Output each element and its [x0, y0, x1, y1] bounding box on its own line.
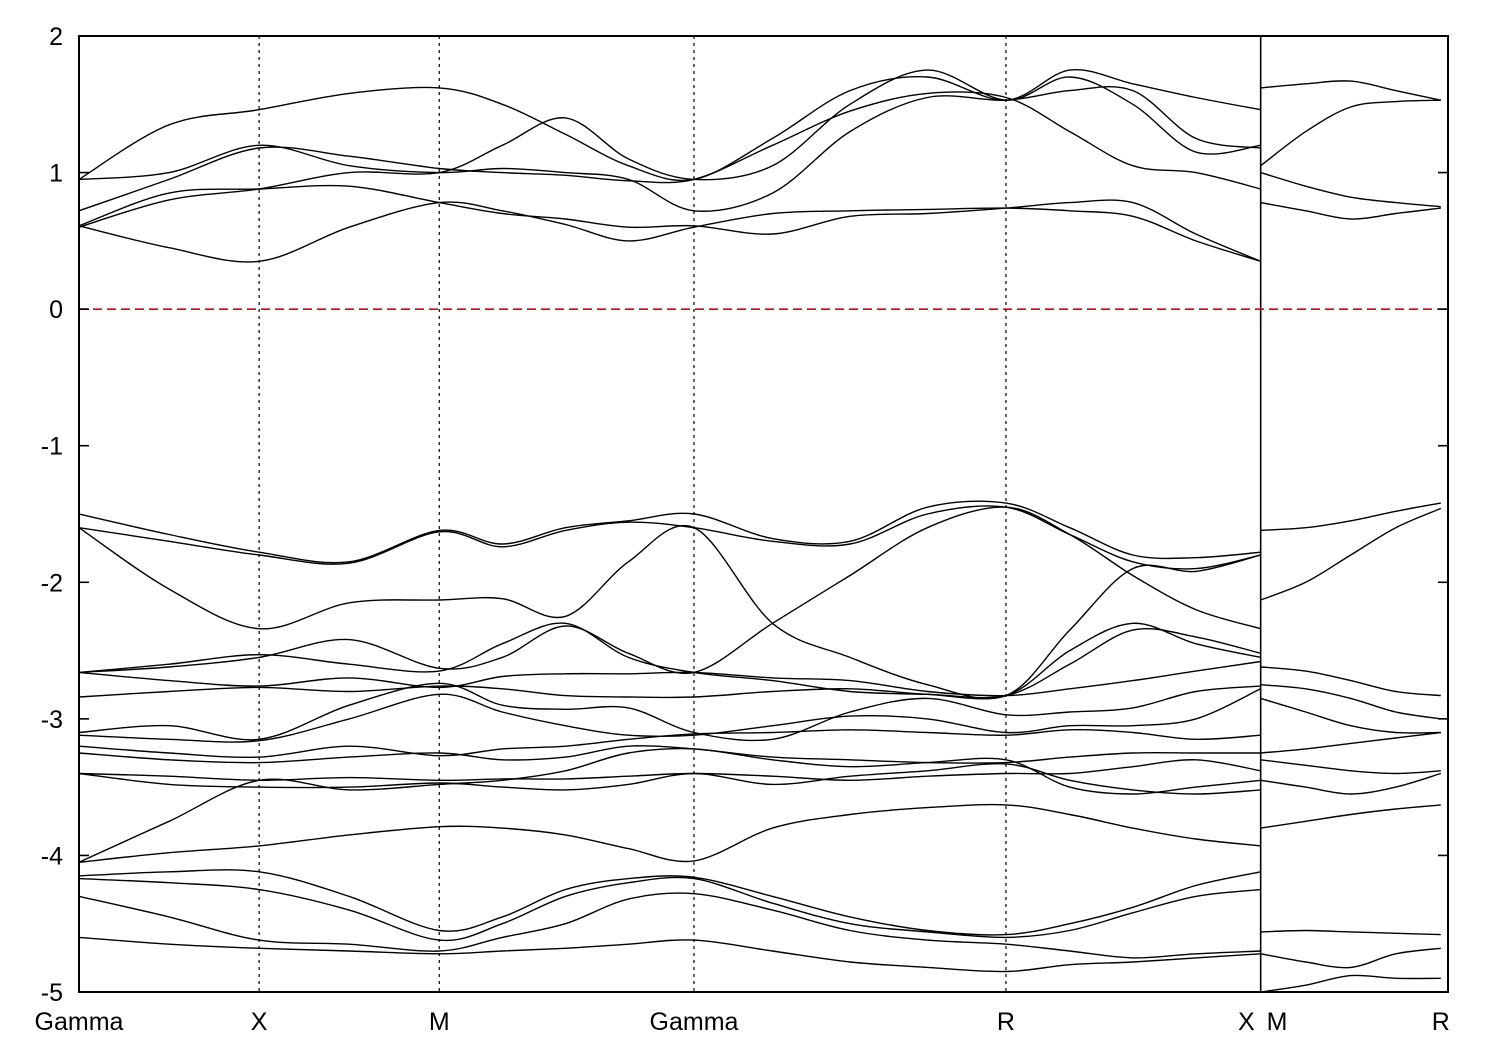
y-tick-label: 1 [49, 160, 63, 188]
band-0-7 [79, 505, 1261, 570]
band-1-12 [1260, 804, 1441, 829]
band-1-3 [1260, 201, 1441, 220]
x-tick-label-gamma: Gamma [650, 1008, 739, 1036]
band-0-14 [79, 688, 1261, 743]
band-0-0 [79, 201, 1261, 263]
band-0-11 [79, 660, 1261, 697]
band-0-10 [79, 622, 1261, 699]
x-tick-label-r: R [1432, 1008, 1450, 1036]
y-axis-ticks: -5 -4 -3 -2 -1 0 1 2 [41, 23, 1448, 1007]
band-1-10 [1260, 759, 1441, 775]
band-0-19 [79, 747, 1261, 863]
band-0-3 [79, 86, 1261, 212]
band-0-23 [79, 892, 1261, 959]
band-1-15 [1260, 974, 1441, 992]
band-1-1 [1260, 99, 1441, 167]
band-0-20 [79, 803, 1261, 863]
y-tick-label: -1 [41, 433, 63, 461]
band-0-6 [79, 500, 1261, 564]
plot-frame [78, 35, 1449, 993]
y-tick-label: -5 [41, 979, 63, 1007]
y-tick-label: -2 [41, 569, 63, 597]
x-tick-label-m: M [1267, 1008, 1288, 1036]
x-tick-label-r: R [997, 1008, 1015, 1036]
band-0-13 [79, 682, 1261, 742]
band-1-0 [1260, 80, 1441, 101]
band-0-18 [79, 762, 1261, 795]
band-1-11 [1260, 772, 1442, 795]
kpoint-gridlines [258, 36, 1262, 992]
band-0-9 [79, 506, 1261, 675]
band-0-1 [79, 184, 1261, 262]
band-1-2 [1260, 171, 1441, 208]
band-0-8 [79, 525, 1261, 700]
band-0-15 [79, 729, 1261, 759]
x-tick-label-x: X [251, 1008, 268, 1036]
x-tick-label-gamma: Gamma [35, 1008, 124, 1036]
band-1-9 [1260, 731, 1441, 754]
y-tick-label: -3 [41, 706, 63, 734]
y-tick-label: -4 [41, 842, 63, 870]
band-0-4 [79, 69, 1261, 182]
band-0-12 [79, 622, 1261, 700]
y-tick-label: 2 [49, 23, 63, 51]
band-1-5 [1260, 507, 1442, 601]
band-1-13 [1260, 929, 1441, 936]
band-1-6 [1260, 666, 1441, 697]
band-0-5 [79, 69, 1261, 228]
band-0-24 [79, 936, 1261, 973]
band-1-7 [1260, 684, 1441, 720]
x-tick-label-m: M [429, 1008, 450, 1036]
x-tick-label-x: X [1238, 1008, 1255, 1036]
band-lines [79, 69, 1442, 992]
band-1-14 [1260, 947, 1441, 969]
y-tick-label: 0 [49, 296, 63, 324]
band-1-8 [1260, 697, 1441, 734]
x-axis-ticks: Gamma X M Gamma R X M R [35, 1008, 1450, 1036]
band-0-22 [79, 876, 1261, 942]
band-1-4 [1260, 502, 1441, 532]
band-0-21 [79, 869, 1261, 936]
